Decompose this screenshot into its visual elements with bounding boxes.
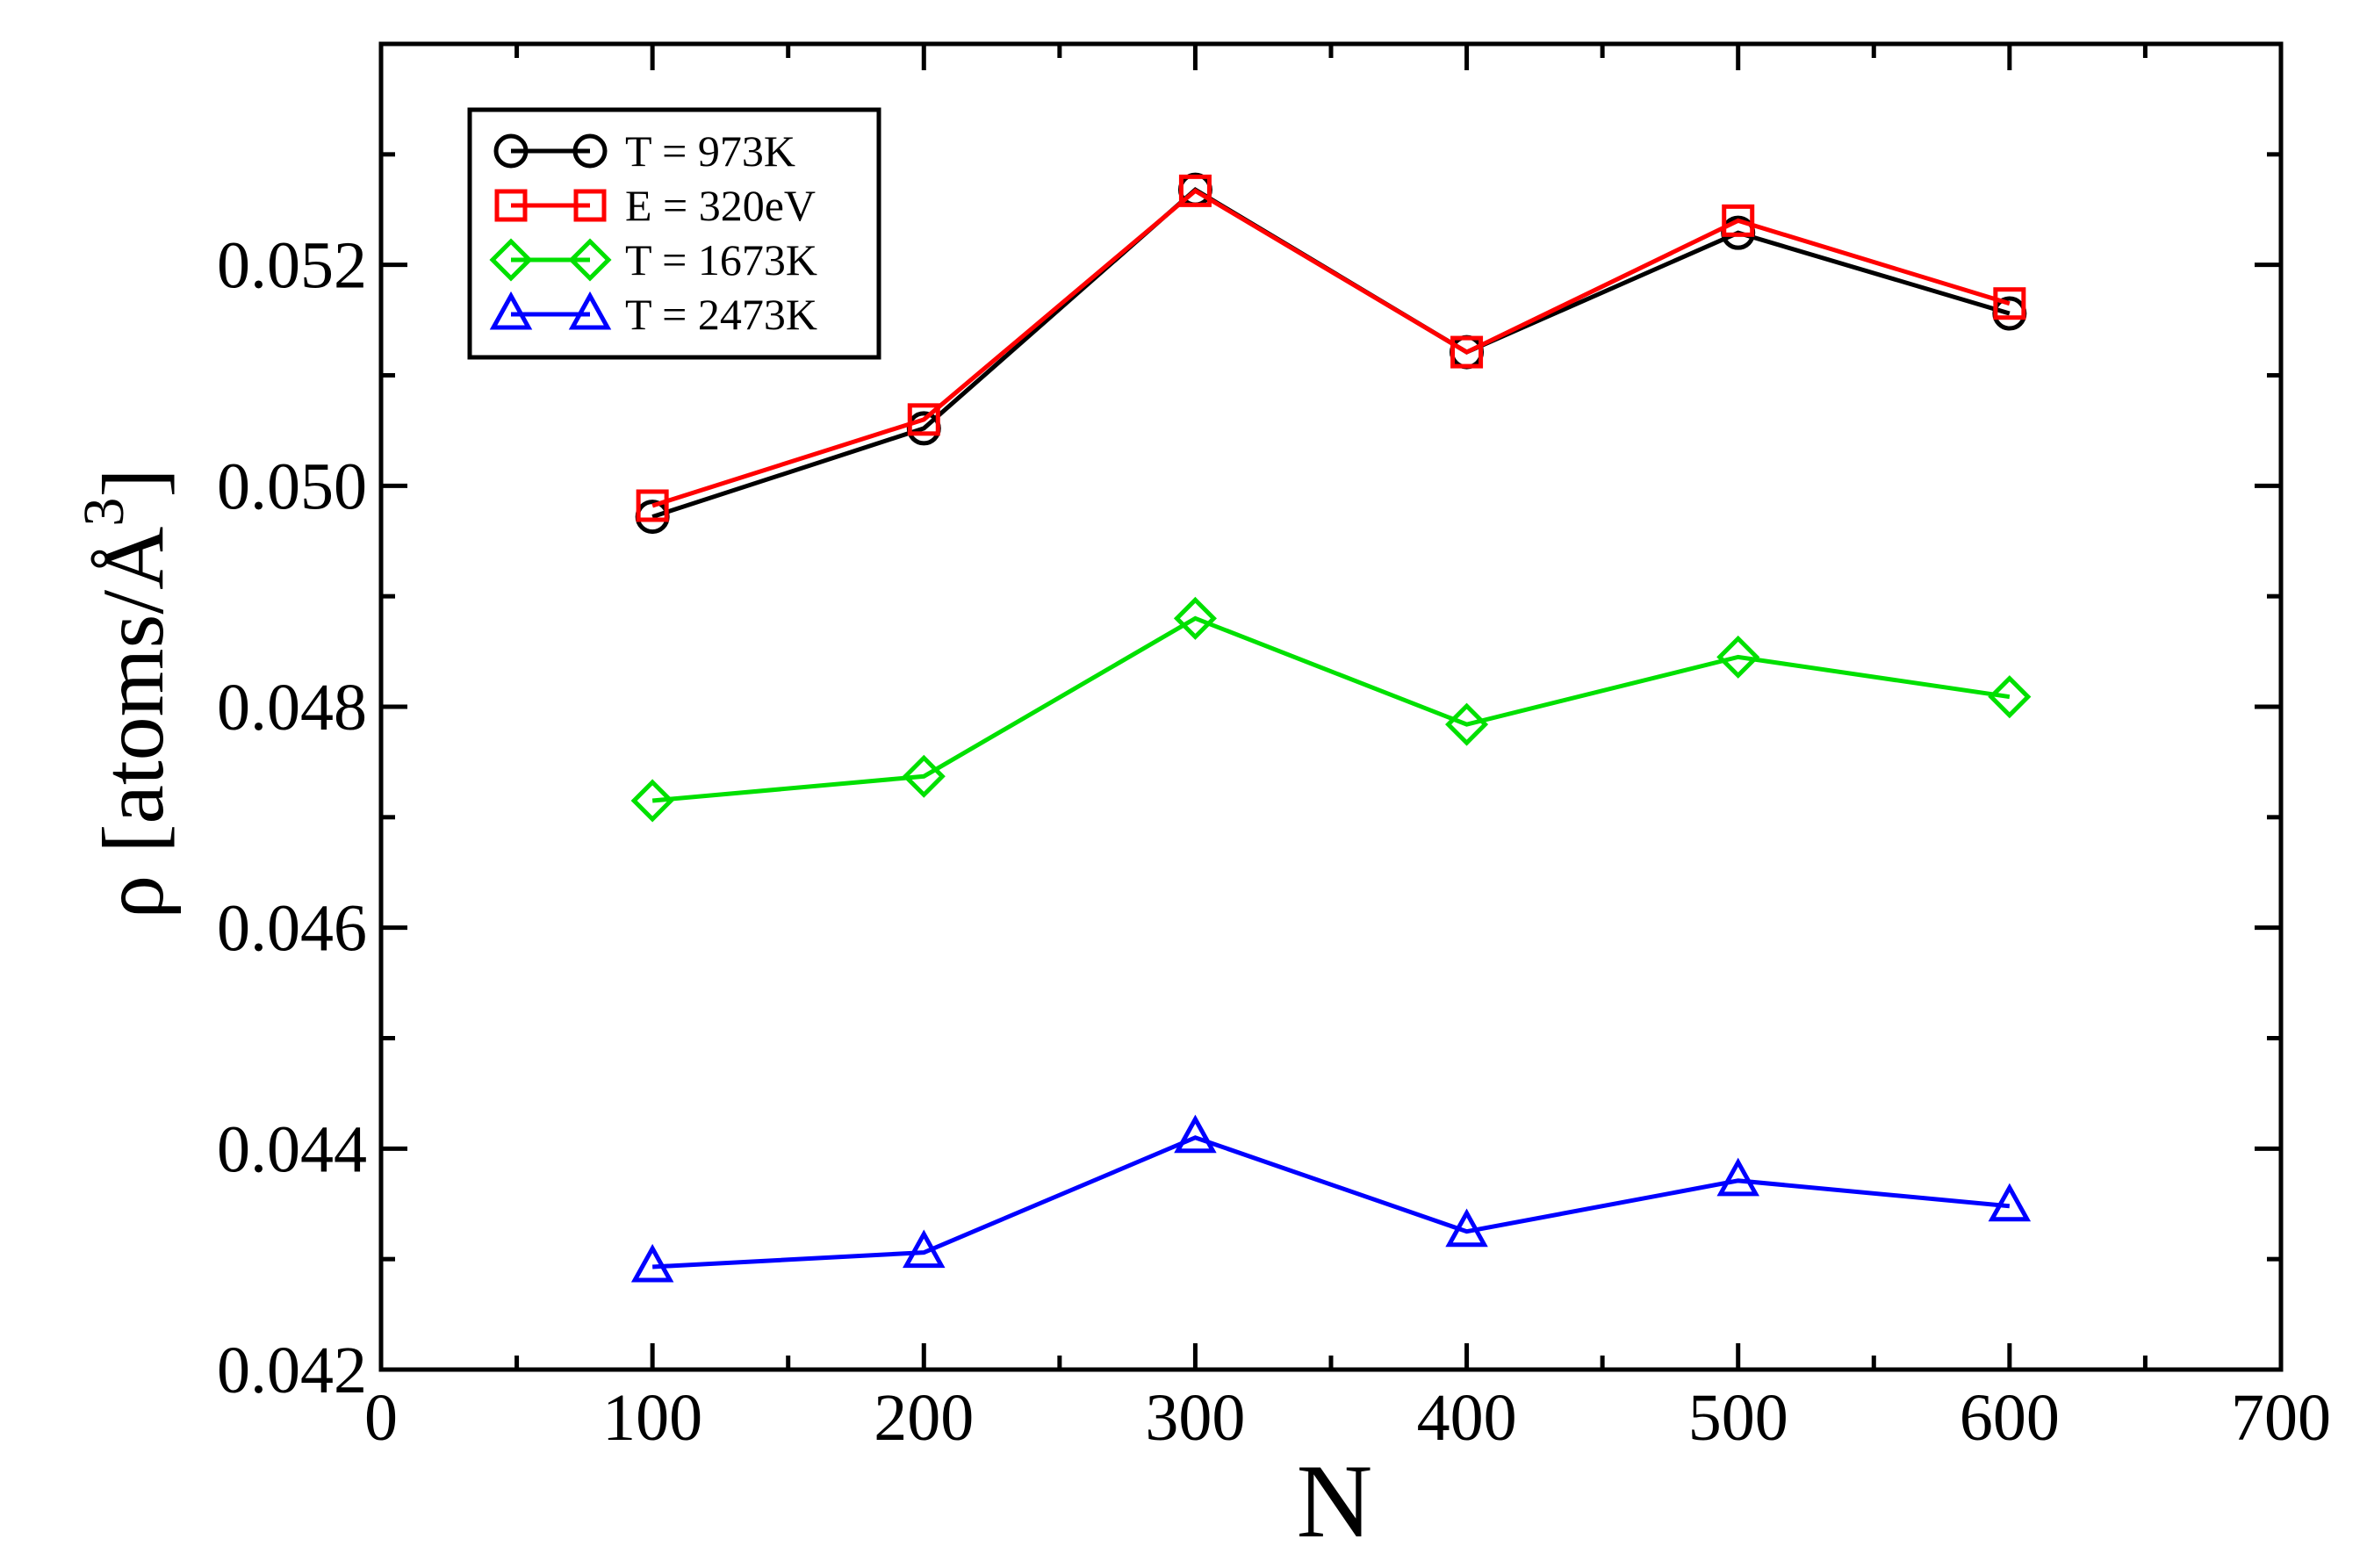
y-tick-label: 0.042 (217, 1334, 367, 1407)
data-point-square (1722, 204, 1755, 237)
legend-item: T = 973K (493, 126, 795, 176)
x-tick-label: 200 (874, 1381, 974, 1455)
legend-item: E = 320eV (494, 181, 816, 230)
legend: T = 973K E = 320eV T = 1673K T = 2473K (467, 107, 881, 360)
legend-item: T = 1673K (489, 235, 817, 284)
data-point-square (1178, 174, 1212, 207)
data-point-triangle (903, 1229, 946, 1269)
y-axis-title-superscript: 3 (72, 498, 136, 527)
legend-marker-diamond (489, 238, 533, 282)
series-2 (636, 174, 2026, 522)
x-axis-title: N (1297, 1442, 1373, 1559)
data-point-triangle (1716, 1157, 1759, 1197)
x-tick-label: 0 (364, 1381, 398, 1455)
y-tick-label: 0.044 (217, 1112, 367, 1186)
y-tick-label: 0.050 (217, 450, 367, 523)
data-point-diamond (1445, 702, 1489, 746)
legend-item: T = 2473K (489, 290, 817, 339)
y-tick-label: 0.046 (217, 892, 367, 966)
legend-marker-triangle (489, 291, 533, 330)
ticks-layer (378, 44, 2284, 1372)
series-line (652, 1135, 2011, 1270)
legend-marker-square (573, 189, 607, 222)
data-point-diamond (902, 754, 946, 798)
x-tick-label: 400 (1417, 1381, 1517, 1455)
data-point-diamond (1988, 675, 2032, 719)
x-tick-label: 500 (1688, 1381, 1788, 1455)
legend-marker-circle (493, 133, 529, 169)
series-3 (630, 596, 2032, 823)
y-axis-title-group: ρ [atoms/Å3] (72, 468, 182, 918)
data-point-triangle (630, 1243, 674, 1283)
y-axis-title-close: ] (84, 468, 182, 497)
legend-marker-diamond (568, 238, 612, 282)
data-point-square (1450, 335, 1484, 369)
data-point-triangle (1445, 1208, 1488, 1248)
legend-marker-triangle (568, 291, 612, 330)
legend-marker-square (494, 189, 528, 222)
series-line (651, 615, 2011, 803)
x-tick-label: 100 (602, 1381, 702, 1455)
y-axis-title: ρ [atoms/Å3] (72, 468, 182, 918)
data-point-diamond (1716, 635, 1760, 679)
legend-marker-circle (572, 133, 608, 169)
data-point-square (636, 489, 669, 522)
x-tick-label: 600 (1960, 1381, 2060, 1455)
x-tick-label: 300 (1145, 1381, 1245, 1455)
data-point-diamond (630, 779, 674, 823)
data-point-triangle (1988, 1183, 2032, 1222)
legend-label: T = 1673K (625, 235, 817, 284)
data-point-square (907, 403, 940, 436)
data-point-diamond (1173, 596, 1217, 640)
legend-label: T = 973K (625, 126, 795, 176)
y-tick-label: 0.052 (217, 229, 367, 303)
y-axis-title-main: ρ [atoms/Å (84, 527, 182, 919)
plot-frame (378, 41, 2284, 1372)
y-tick-label: 0.048 (217, 671, 367, 744)
legend-label: T = 2473K (625, 290, 817, 339)
legend-items: T = 973K E = 320eV T = 1673K T = 2473K (489, 126, 817, 339)
data-point-triangle (1174, 1114, 1217, 1154)
series-layer (630, 172, 2032, 1283)
legend-label: E = 320eV (625, 181, 816, 230)
labels-layer: 0 100 200 300 400 500 600 700 0.042 0.044 0.046 0.0… (217, 229, 2331, 1455)
x-tick-label: 700 (2231, 1381, 2331, 1455)
data-point-square (1993, 287, 2026, 320)
series-line (651, 188, 2011, 508)
series-4 (630, 1114, 2032, 1283)
